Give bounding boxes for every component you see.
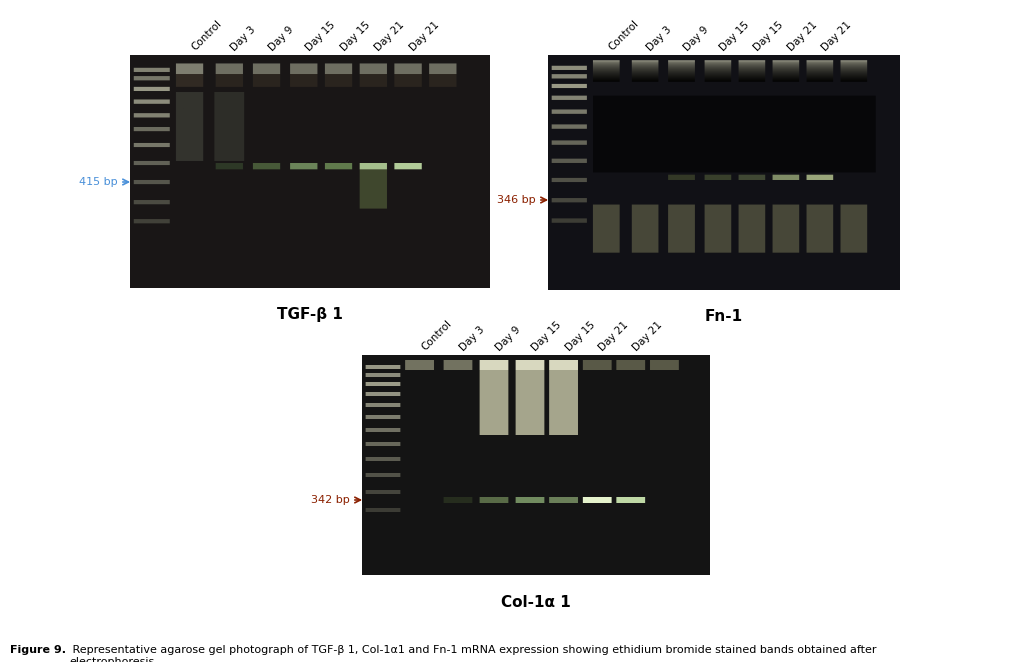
Text: Day 21: Day 21	[820, 19, 853, 53]
Text: Day 3: Day 3	[458, 324, 487, 353]
Text: Control: Control	[190, 19, 224, 53]
Text: Day 9: Day 9	[266, 24, 295, 53]
Text: Day 15: Day 15	[752, 19, 785, 53]
Text: Day 9: Day 9	[682, 24, 710, 53]
Text: 415 bp: 415 bp	[79, 177, 118, 187]
Text: 342 bp: 342 bp	[311, 495, 350, 505]
Text: 346 bp: 346 bp	[498, 195, 536, 205]
Text: Day 15: Day 15	[718, 19, 751, 53]
Text: Day 21: Day 21	[631, 320, 664, 353]
Text: Day 15: Day 15	[530, 320, 563, 353]
Text: Col-1α 1: Col-1α 1	[501, 594, 571, 610]
Text: Figure 9.: Figure 9.	[10, 645, 66, 655]
Text: Day 15: Day 15	[304, 19, 337, 53]
Text: Day 15: Day 15	[564, 320, 596, 353]
Text: Day 21: Day 21	[597, 320, 631, 353]
Text: Day 3: Day 3	[645, 24, 674, 53]
Text: Control: Control	[607, 19, 640, 53]
Text: Fn-1: Fn-1	[705, 308, 743, 324]
Text: Control: Control	[420, 319, 453, 353]
Text: Representative agarose gel photograph of TGF-β 1, Col-1α1 and Fn-1 mRNA expressi: Representative agarose gel photograph of…	[69, 645, 877, 662]
Text: Day 3: Day 3	[230, 24, 258, 53]
Text: Day 21: Day 21	[786, 19, 819, 53]
Text: Day 21: Day 21	[408, 19, 441, 53]
Text: Day 15: Day 15	[338, 19, 372, 53]
Text: Day 21: Day 21	[373, 19, 406, 53]
Text: Day 9: Day 9	[494, 324, 522, 353]
Text: TGF-β 1: TGF-β 1	[277, 307, 343, 322]
